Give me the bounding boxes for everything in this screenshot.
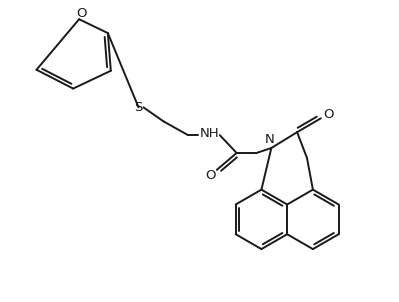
Text: O: O (205, 169, 216, 182)
Text: O: O (324, 108, 334, 121)
Text: S: S (134, 101, 143, 114)
Text: O: O (76, 7, 86, 20)
Text: NH: NH (200, 127, 220, 140)
Text: N: N (265, 133, 274, 146)
